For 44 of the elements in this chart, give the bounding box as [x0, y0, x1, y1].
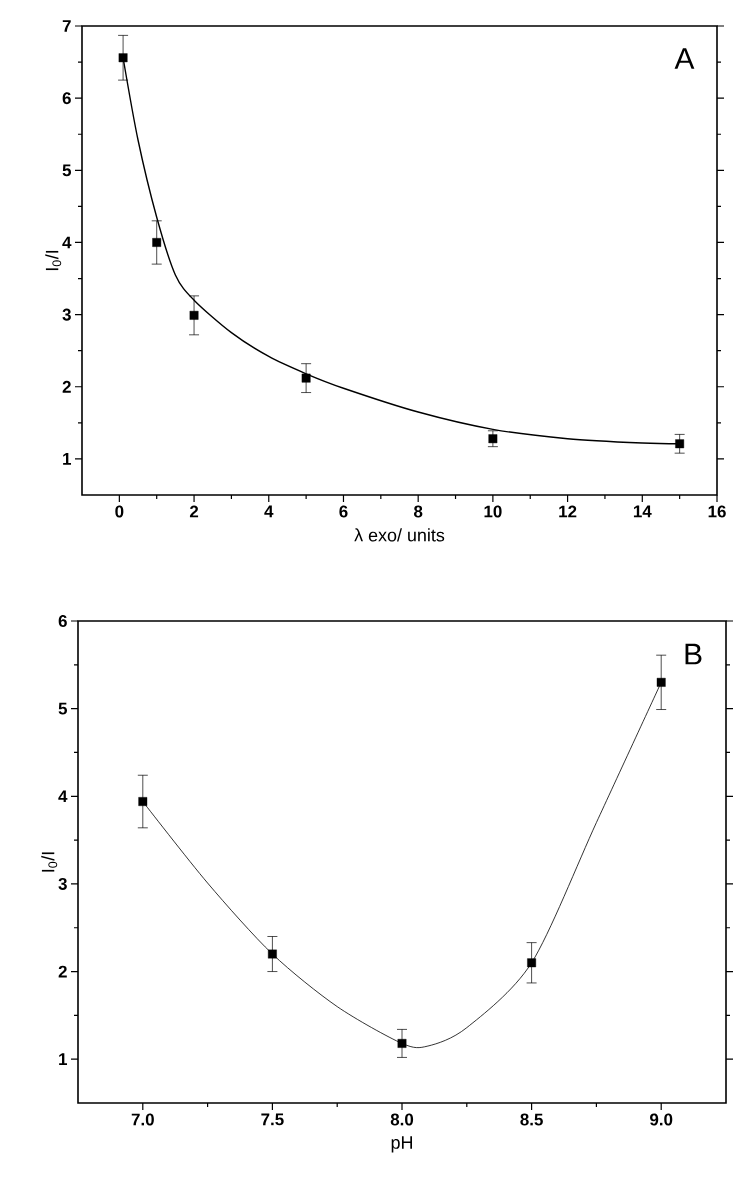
point [268, 949, 277, 959]
point [397, 1039, 407, 1048]
point [301, 373, 311, 383]
x-tick-label: 2 [190, 505, 199, 518]
x-tick-label: 4 [264, 505, 274, 518]
y-tick-label: 1 [63, 453, 72, 465]
point [138, 797, 148, 806]
x-tick-label: 9.0 [650, 1113, 673, 1126]
y-tick-label: 6 [58, 615, 68, 628]
point [675, 439, 685, 449]
y-tick-label: 5 [62, 164, 72, 177]
y-tick-label: 1 [59, 1053, 68, 1066]
point [152, 238, 162, 247]
y-tick-label: 3 [62, 308, 72, 321]
annotation: B [685, 643, 702, 665]
point [527, 958, 537, 968]
x-tick-label: 14 [634, 505, 652, 518]
x-tick-label: 7.5 [261, 1113, 284, 1126]
x-tick-label: 7.0 [131, 1113, 155, 1126]
x-tick-label: 0 [115, 505, 124, 518]
point [118, 53, 128, 63]
y-tick-label: 5 [58, 702, 68, 715]
x-axis-title: λ exo/ units [354, 528, 445, 542]
x-tick-label: 16 [708, 505, 727, 518]
x-tick-label: 8.0 [390, 1113, 414, 1126]
x-tick-label: 8.5 [520, 1113, 544, 1126]
y-tick-label: 2 [62, 380, 71, 393]
y-tick-label: 3 [58, 877, 68, 890]
x-tick-label: 10 [484, 505, 502, 518]
annotation: A [674, 48, 695, 69]
y-axis-title: I$_{0}$/I [41, 852, 58, 872]
y-tick-label: 6 [62, 92, 72, 105]
y-axis-title: I$_{0}$/I [45, 250, 62, 271]
x-tick-label: 6 [339, 505, 348, 518]
x-tick-label: 12 [559, 505, 577, 518]
y-tick-label: 4 [58, 790, 68, 803]
y-tick-label: 7 [63, 20, 71, 32]
point [488, 434, 498, 444]
y-tick-label: 4 [62, 236, 72, 249]
x-tick-label: 8 [414, 505, 423, 518]
x-axis-title: pH [391, 1136, 413, 1153]
y-tick-label: 2 [58, 965, 67, 978]
point [657, 677, 666, 687]
point [189, 310, 199, 320]
